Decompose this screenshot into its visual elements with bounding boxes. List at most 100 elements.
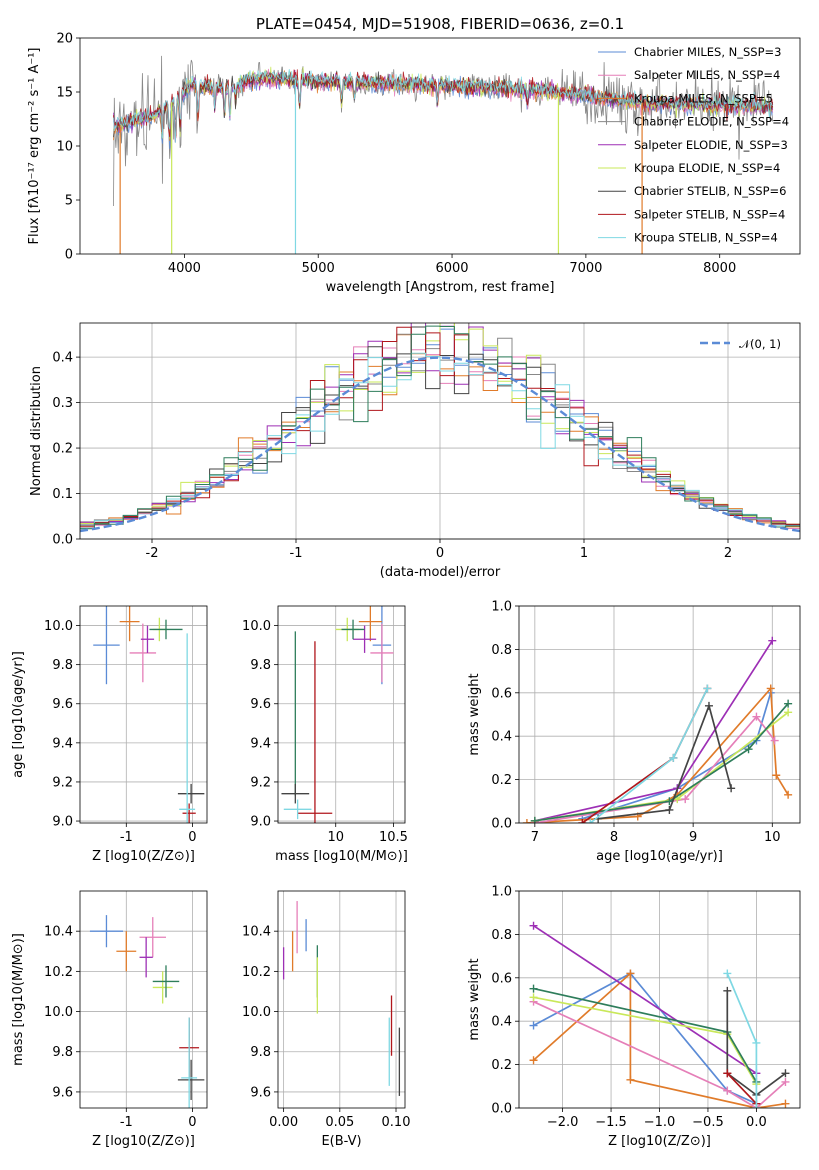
errorbar-point (89, 915, 123, 948)
residual-histogram (80, 325, 800, 530)
weight-marker (781, 1077, 790, 1086)
weight-series (723, 969, 761, 1108)
errorbar-point (177, 783, 205, 804)
y-tick-label: 0.4 (491, 1015, 512, 1030)
x-tick-label: 8 (610, 830, 618, 845)
weight-marker (704, 701, 713, 710)
y-tick-label: 0.4 (52, 351, 73, 366)
x-tick-label: -1 (290, 546, 303, 561)
y-tick-label: 9.6 (250, 697, 271, 712)
errorbar-point (129, 623, 157, 683)
weight-marker (752, 1104, 761, 1108)
y-tick-label: 10.0 (44, 619, 73, 634)
weight-marker (665, 805, 674, 814)
residual-histogram (80, 326, 800, 528)
weight-marker (781, 1099, 790, 1108)
axes-frame (277, 890, 406, 1109)
y-tick-label: 9.2 (52, 775, 73, 790)
weight-line (533, 987, 758, 1083)
x-axis-label: Z [log10(Z/Z⊙)] (92, 1134, 195, 1149)
legend-label: Salpeter MILES, N_SSP=4 (634, 68, 780, 82)
weight-line (533, 972, 757, 1105)
weight-marker (744, 745, 753, 754)
y-tick-label: 10.2 (242, 965, 271, 980)
x-tick-label: 5000 (302, 261, 335, 276)
errorbar-point (177, 1059, 205, 1100)
model-spectrum (113, 69, 774, 138)
weight-series (578, 688, 775, 823)
legend-label: Chabrier MILES, N_SSP=3 (634, 45, 781, 59)
x-axis-label: E(B-V) (321, 1134, 361, 1149)
y-axis-label: mass [log10(M/M⊙)] (11, 933, 26, 1066)
x-tick-label: −2.0 (547, 1115, 579, 1130)
x-tick-label: −1.5 (595, 1115, 627, 1130)
x-tick-label: 8000 (703, 261, 736, 276)
errorbar-point (93, 606, 120, 685)
x-tick-label: 1 (580, 546, 588, 561)
legend-label: Chabrier STELIB, N_SSP=6 (634, 184, 786, 198)
weight-marker (723, 986, 732, 995)
weight-marker (781, 1069, 790, 1078)
y-axis-label: mass weight (467, 673, 482, 755)
y-tick-label: 9.8 (52, 1045, 73, 1060)
plot-area (80, 323, 800, 533)
panel-z-age: -1 0 9.0 9.2 9.4 9.6 9.8 10.0 Z [log10(Z/Z⊙)] age… (11, 605, 208, 864)
axes-frame (79, 322, 801, 540)
y-tick-label: 10.0 (242, 1005, 271, 1020)
axes-frame (79, 890, 208, 1109)
x-axis-label: Z [log10(Z/Z⊙)] (608, 1134, 711, 1149)
legend-label: Kroupa STELIB, N_SSP=4 (634, 231, 778, 245)
y-tick-label: 9.8 (52, 658, 73, 673)
axes-frame (277, 605, 406, 824)
plot-area (89, 915, 205, 1108)
weight-series (530, 699, 793, 823)
weight-marker (529, 993, 538, 1002)
errorbar-point (353, 625, 377, 653)
weight-marker (784, 790, 793, 799)
y-tick-label: 9.2 (250, 775, 271, 790)
y-tick-label: 0.4 (491, 730, 512, 745)
weight-marker (529, 921, 538, 930)
x-tick-label: 10 (764, 830, 781, 845)
weight-marker (723, 1069, 732, 1078)
errorbar-point (179, 633, 196, 823)
y-tick-label: 10.4 (242, 925, 271, 940)
errorbar-point (182, 803, 196, 823)
y-tick-label: 10 (56, 140, 73, 155)
x-tick-label: 0.05 (325, 1115, 354, 1130)
errorbar-point (152, 965, 180, 998)
y-axis-label: mass weight (467, 958, 482, 1040)
weight-line (534, 703, 789, 822)
x-axis-label: age [log10(age/yr)] (596, 849, 723, 864)
weight-line (582, 692, 772, 820)
weight-line (533, 996, 758, 1085)
axes-frame (518, 890, 801, 1109)
x-tick-label: 0.00 (269, 1115, 298, 1130)
y-tick-label: 0.1 (52, 487, 73, 502)
residual-histogram (80, 352, 800, 529)
y-tick-label: 10.4 (44, 925, 73, 940)
y-tick-label: 0.0 (491, 817, 512, 832)
weight-marker (766, 684, 775, 693)
x-tick-label: −0.5 (692, 1115, 724, 1130)
weight-marker (529, 1021, 538, 1030)
weight-marker (772, 771, 781, 780)
weight-series (594, 701, 736, 823)
errorbar-point (283, 799, 312, 820)
weight-series (586, 684, 712, 823)
errorbar-point (358, 606, 382, 642)
y-tick-label: 9.6 (52, 1085, 73, 1100)
weight-marker (768, 636, 777, 645)
plot-area (113, 55, 774, 254)
y-tick-label: 0.8 (491, 643, 512, 658)
weight-marker (669, 753, 678, 762)
normal-curve (80, 356, 800, 533)
weight-line (581, 688, 709, 823)
x-tick-label: 0 (436, 546, 444, 561)
panel-ebv-mass: 0.00 0.05 0.10 9.6 9.8 10.0 10.2 10.4 E(B-V) (242, 890, 410, 1149)
weight-line (533, 924, 757, 1075)
weight-marker (578, 819, 587, 823)
weight-line (726, 1072, 758, 1105)
plot-area (282, 901, 401, 1096)
